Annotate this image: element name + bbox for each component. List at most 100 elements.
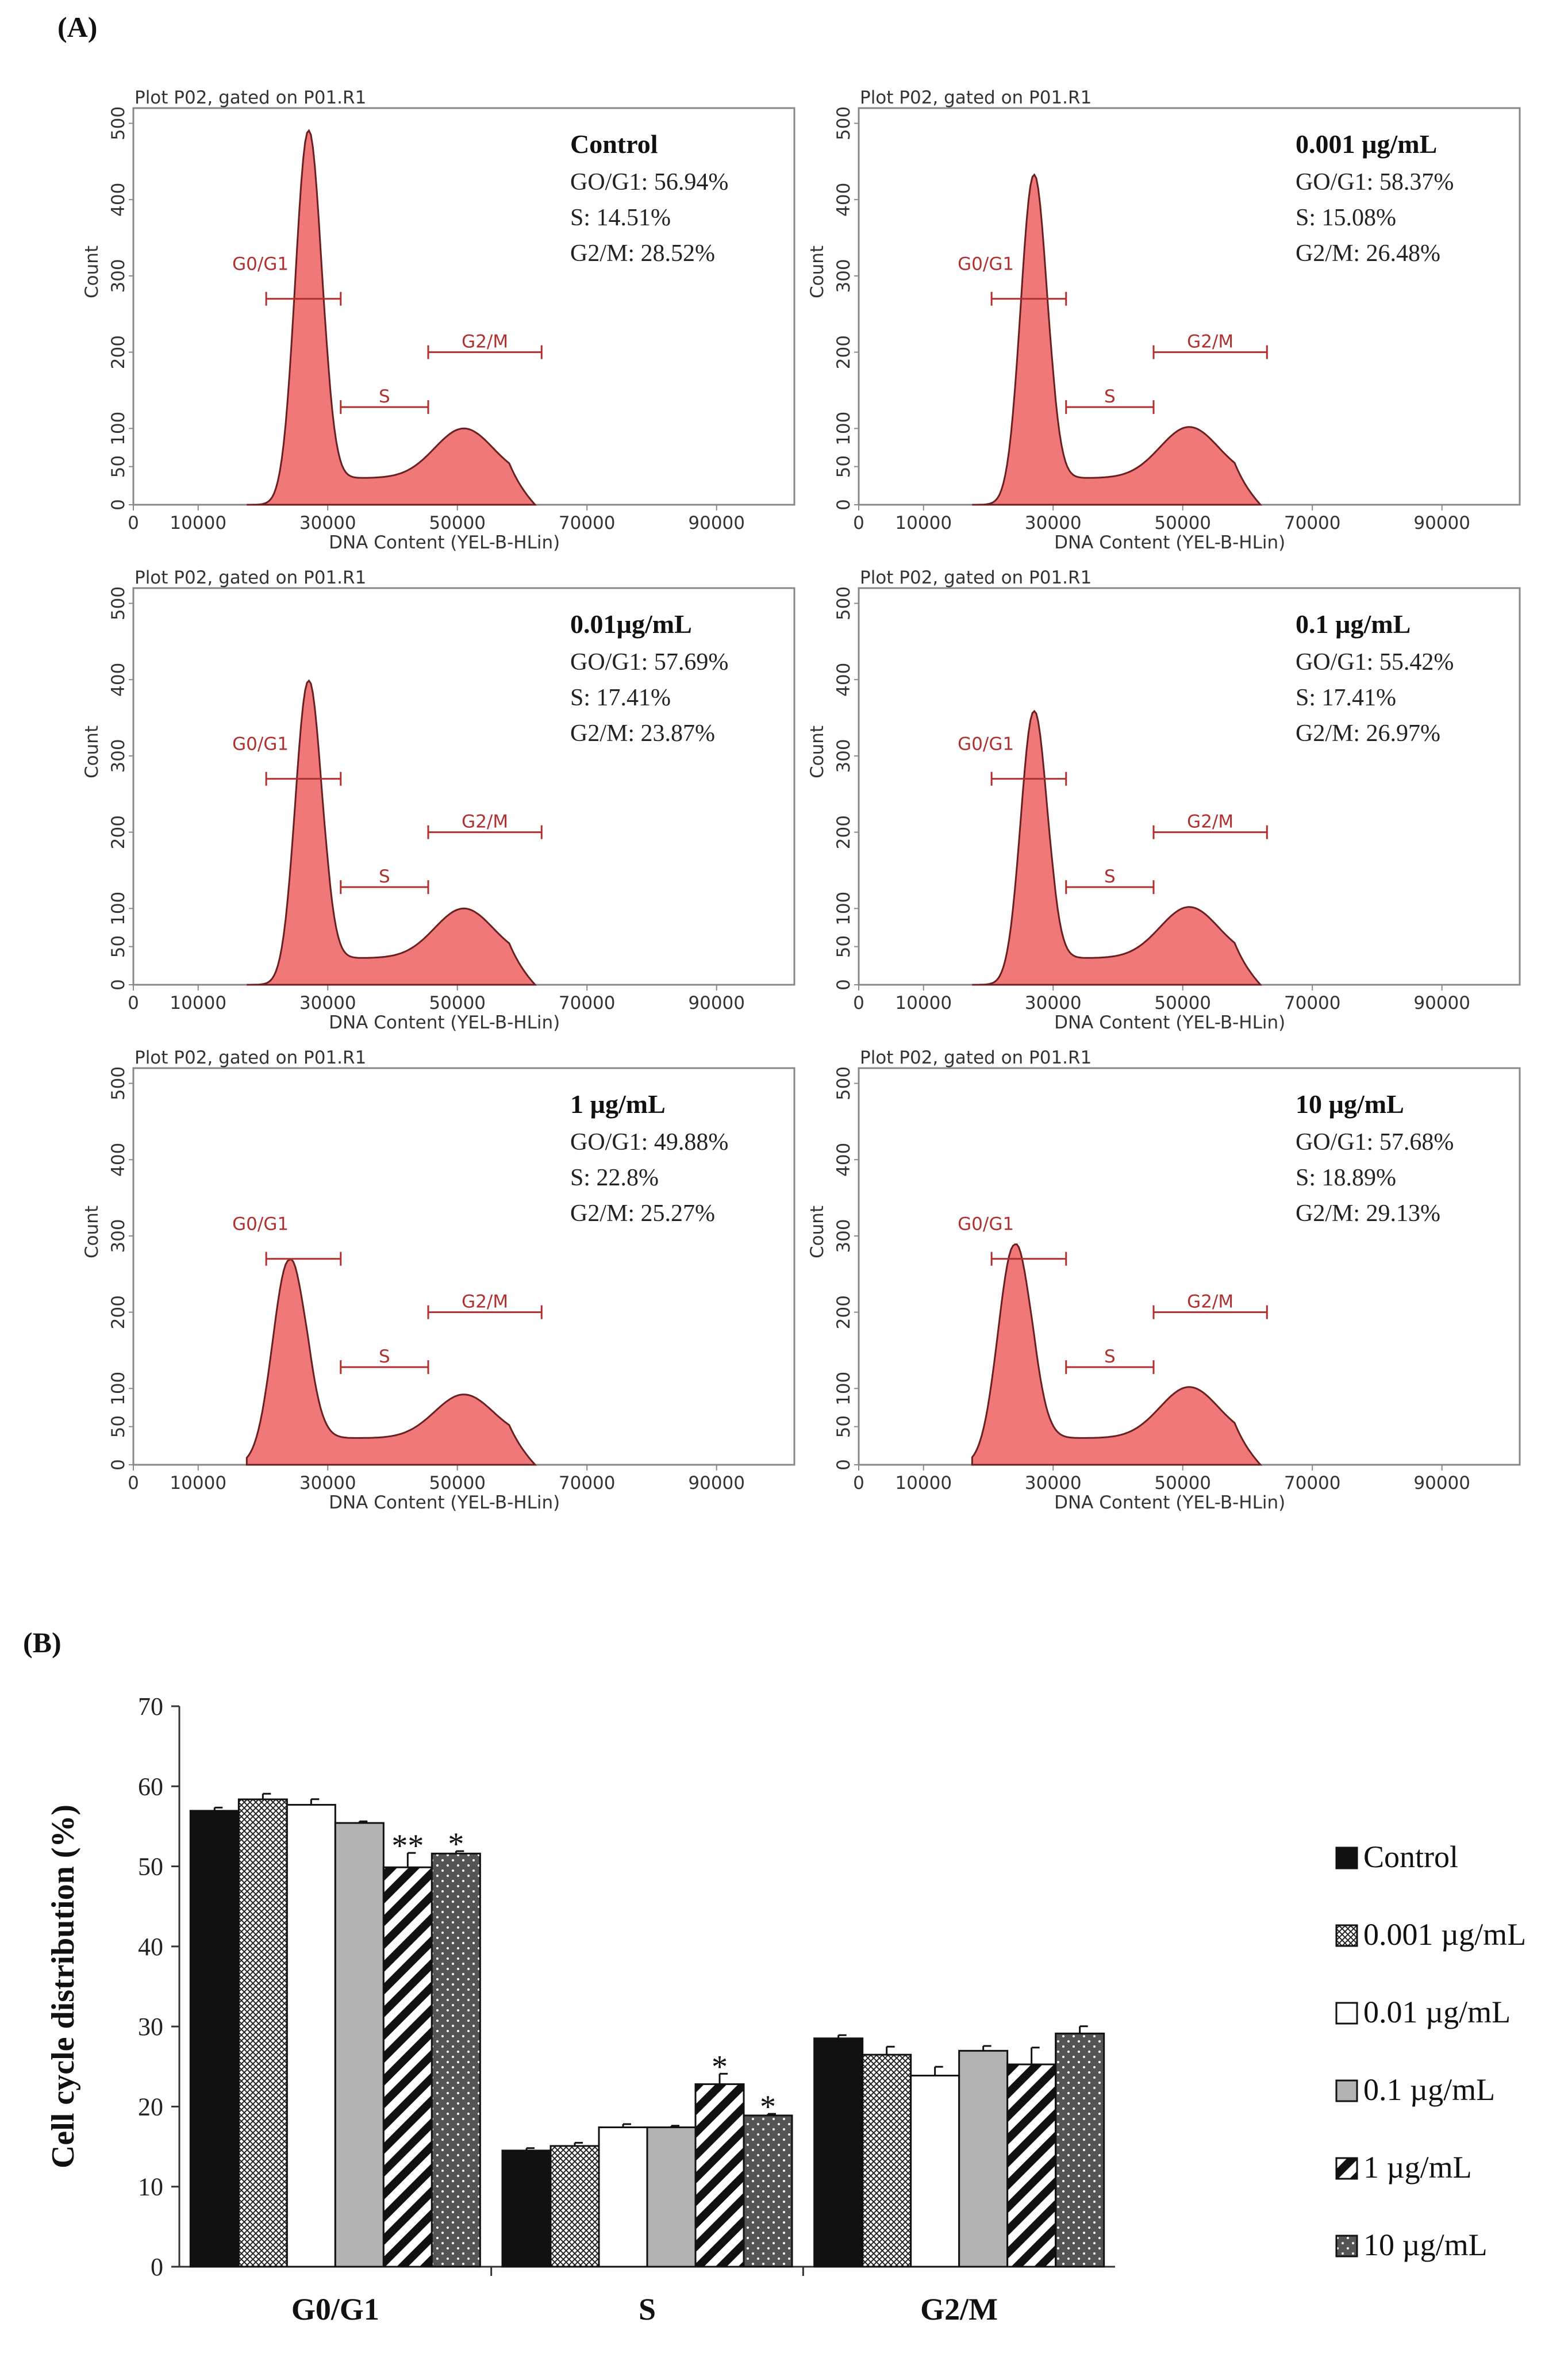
bar — [743, 2114, 793, 2268]
histogram-area — [245, 1258, 537, 1466]
stat-g2m: G2/M: 25.27% — [570, 1200, 715, 1227]
histogram-heading: Control — [570, 129, 658, 159]
x-tick-label: 90000 — [688, 1473, 745, 1494]
y-tick-label: 100 — [833, 412, 854, 446]
category-label: G0/G1 — [291, 2292, 379, 2327]
bar — [1055, 2032, 1105, 2268]
y-tick-label: 300 — [833, 739, 854, 773]
y-tick-label: 100 — [833, 892, 854, 926]
x-axis-label: DNA Content (YEL-B-HLin) — [1054, 532, 1285, 553]
panel-a-label: (A) — [57, 11, 97, 43]
x-tick-label: 10000 — [170, 513, 226, 533]
x-axis-label: DNA Content (YEL-B-HLin) — [329, 1012, 560, 1033]
histogram-title: Plot P02, gated on P01.R1 — [134, 567, 366, 588]
y-tick-label: 100 — [108, 892, 129, 926]
significance-marker: ** — [391, 1828, 424, 1864]
x-tick-label: 10000 — [170, 993, 226, 1013]
gate-label: G2/M — [462, 1292, 508, 1312]
stat-s: S: 18.89% — [1296, 1165, 1396, 1191]
gate-label: S — [1104, 386, 1116, 407]
y-axis-label: Count — [82, 245, 102, 298]
legend-item: 0.001 µg/mL — [1335, 1917, 1526, 1952]
x-tick-label: 50000 — [1154, 513, 1211, 533]
histogram-grid: Plot P02, gated on P01.R10 10000 30000 5000… — [82, 87, 1521, 1513]
histogram-area — [247, 679, 537, 986]
gate-s: S — [340, 386, 429, 414]
y-tick-label: 0 — [151, 2253, 163, 2281]
stat-g2m: G2/M: 26.48% — [1296, 240, 1440, 267]
y-tick-label: 500 — [108, 586, 129, 620]
y-tick-label: 50 — [833, 1415, 854, 1438]
legend-label: Control — [1363, 1840, 1458, 1874]
y-tick-label: 60 — [138, 1772, 163, 1800]
x-axis-label: DNA Content (YEL-B-HLin) — [329, 1492, 560, 1513]
gate-label: G0/G1 — [958, 1214, 1014, 1235]
histogram-title: Plot P02, gated on P01.R1 — [860, 567, 1092, 588]
x-tick-label: 50000 — [1154, 1473, 1211, 1494]
gate-label: G2/M — [462, 812, 508, 832]
significance-marker: * — [760, 2089, 776, 2125]
histogram-panel-1: Plot P02, gated on P01.R10 10000 30000 5000… — [82, 87, 795, 553]
gate-label: G2/M — [1187, 1292, 1233, 1312]
y-tick-label: 200 — [833, 815, 854, 849]
gate-g0g1: G0/G1 — [958, 734, 1067, 786]
y-axis-title: Cell cycle distribution (%) — [45, 1805, 81, 2168]
y-tick-label: 300 — [833, 259, 854, 293]
category-label: S — [639, 2292, 656, 2327]
legend-label: 10 µg/mL — [1363, 2228, 1488, 2262]
x-tick-label: 90000 — [688, 993, 745, 1013]
gate-s: S — [340, 1346, 429, 1375]
gate-s: S — [340, 866, 429, 895]
histogram-heading: 1 µg/mL — [570, 1089, 666, 1119]
x-tick-label: 30000 — [1025, 1473, 1082, 1494]
y-tick-label: 50 — [108, 1415, 129, 1438]
gate-label: G2/M — [1187, 332, 1233, 352]
bar — [958, 2049, 1009, 2268]
stat-s: S: 22.8% — [570, 1165, 659, 1191]
y-tick-label: 200 — [108, 815, 129, 849]
stat-s: S: 17.41% — [570, 685, 671, 711]
x-tick-label: 70000 — [1284, 513, 1341, 533]
histogram-area — [972, 173, 1263, 506]
x-tick-label: 0 — [128, 513, 139, 533]
legend-label: 0.1 µg/mL — [1363, 2072, 1495, 2107]
gate-label: S — [1104, 1346, 1116, 1367]
legend-swatch — [1335, 2235, 1358, 2258]
legend-swatch — [1335, 2157, 1358, 2180]
x-tick-label: 30000 — [299, 1473, 356, 1494]
histogram-heading: 0.1 µg/mL — [1296, 609, 1411, 639]
gate-g2m: G2/M — [427, 812, 543, 839]
histogram-title: Plot P02, gated on P01.R1 — [860, 87, 1092, 108]
bar — [862, 2053, 912, 2268]
y-tick-label: 70 — [138, 1692, 163, 1721]
histogram-panel-5: Plot P02, gated on P01.R10 10000 30000 5000… — [82, 1047, 795, 1513]
histogram-panel-6: Plot P02, gated on P01.R10 10000 30000 5000… — [807, 1047, 1521, 1513]
legend-swatch — [1335, 2002, 1358, 2025]
gate-label: G2/M — [462, 332, 508, 352]
y-tick-label: 500 — [833, 106, 854, 140]
stat-s: S: 15.08% — [1296, 205, 1396, 231]
y-tick-label: 10 — [138, 2173, 163, 2201]
histogram-area — [247, 129, 537, 506]
bar — [1006, 2063, 1057, 2268]
bar — [189, 1810, 240, 2268]
y-tick-label: 100 — [108, 412, 129, 446]
legend-label: 1 µg/mL — [1363, 2150, 1472, 2185]
y-tick-label: 0 — [108, 1459, 129, 1471]
y-tick-label: 400 — [833, 183, 854, 217]
stat-s: S: 14.51% — [570, 205, 671, 231]
legend-swatch — [1335, 1846, 1358, 1869]
bar — [237, 1798, 288, 2268]
x-tick-label: 70000 — [559, 1473, 616, 1494]
bar-group-2 — [813, 2025, 1105, 2268]
gate-s: S — [1065, 866, 1155, 895]
histogram-title: Plot P02, gated on P01.R1 — [860, 1047, 1092, 1068]
bar — [334, 1822, 385, 2268]
stat-g2m: G2/M: 23.87% — [570, 720, 715, 747]
bar — [286, 1803, 336, 2268]
gate-g0g1: G0/G1 — [232, 1214, 342, 1266]
y-axis-label: Count — [807, 1206, 828, 1258]
gate-g0g1: G0/G1 — [232, 734, 342, 786]
x-tick-label: 70000 — [1284, 1473, 1341, 1494]
